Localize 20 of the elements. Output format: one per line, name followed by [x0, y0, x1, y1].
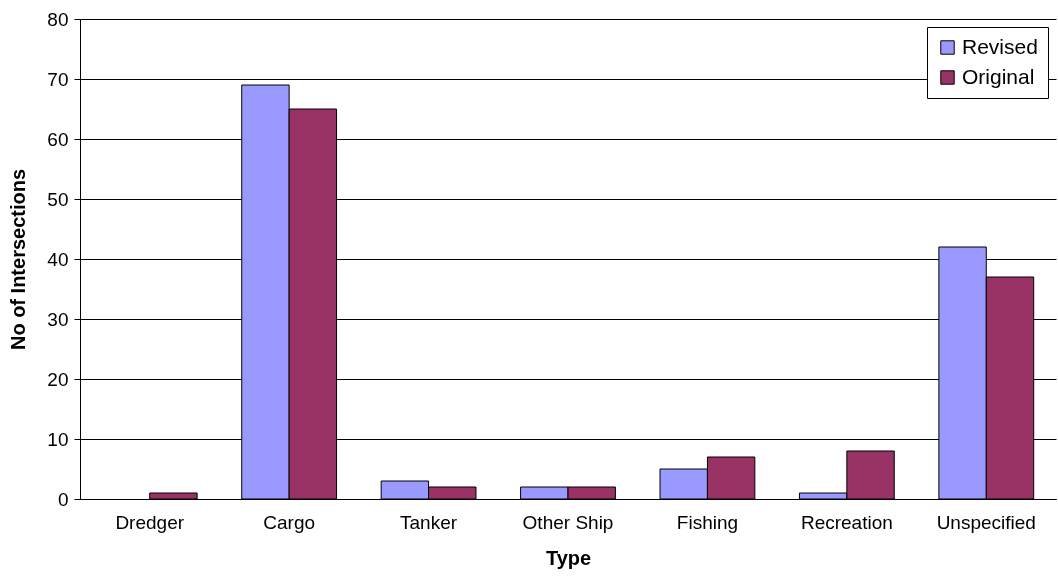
y-tick-label: 30	[47, 308, 69, 330]
y-tick-label: 40	[47, 248, 69, 270]
x-tick-label: Recreation	[800, 511, 893, 533]
x-tick-label: Dredger	[115, 511, 185, 533]
y-tick-label: 0	[57, 488, 69, 510]
x-axis-title: Type	[545, 546, 592, 569]
legend-label: Original	[962, 64, 1035, 88]
y-tick-label: 80	[47, 8, 69, 30]
x-tick-label: Other Ship	[522, 511, 614, 533]
y-tick-label: 50	[47, 188, 69, 210]
legend-label: Revised	[962, 34, 1038, 58]
x-tick-label: Fishing	[676, 511, 739, 533]
x-tick-label: Cargo	[263, 511, 316, 533]
y-tick-label: 10	[47, 428, 69, 450]
y-tick-label: 20	[47, 368, 69, 390]
y-tick-label: 60	[47, 128, 69, 150]
y-axis-title: No of Intersections	[7, 168, 30, 351]
x-tick-label: Tanker	[400, 511, 458, 533]
y-tick-label: 70	[47, 68, 69, 90]
x-tick-label: Unspecified	[936, 511, 1036, 533]
